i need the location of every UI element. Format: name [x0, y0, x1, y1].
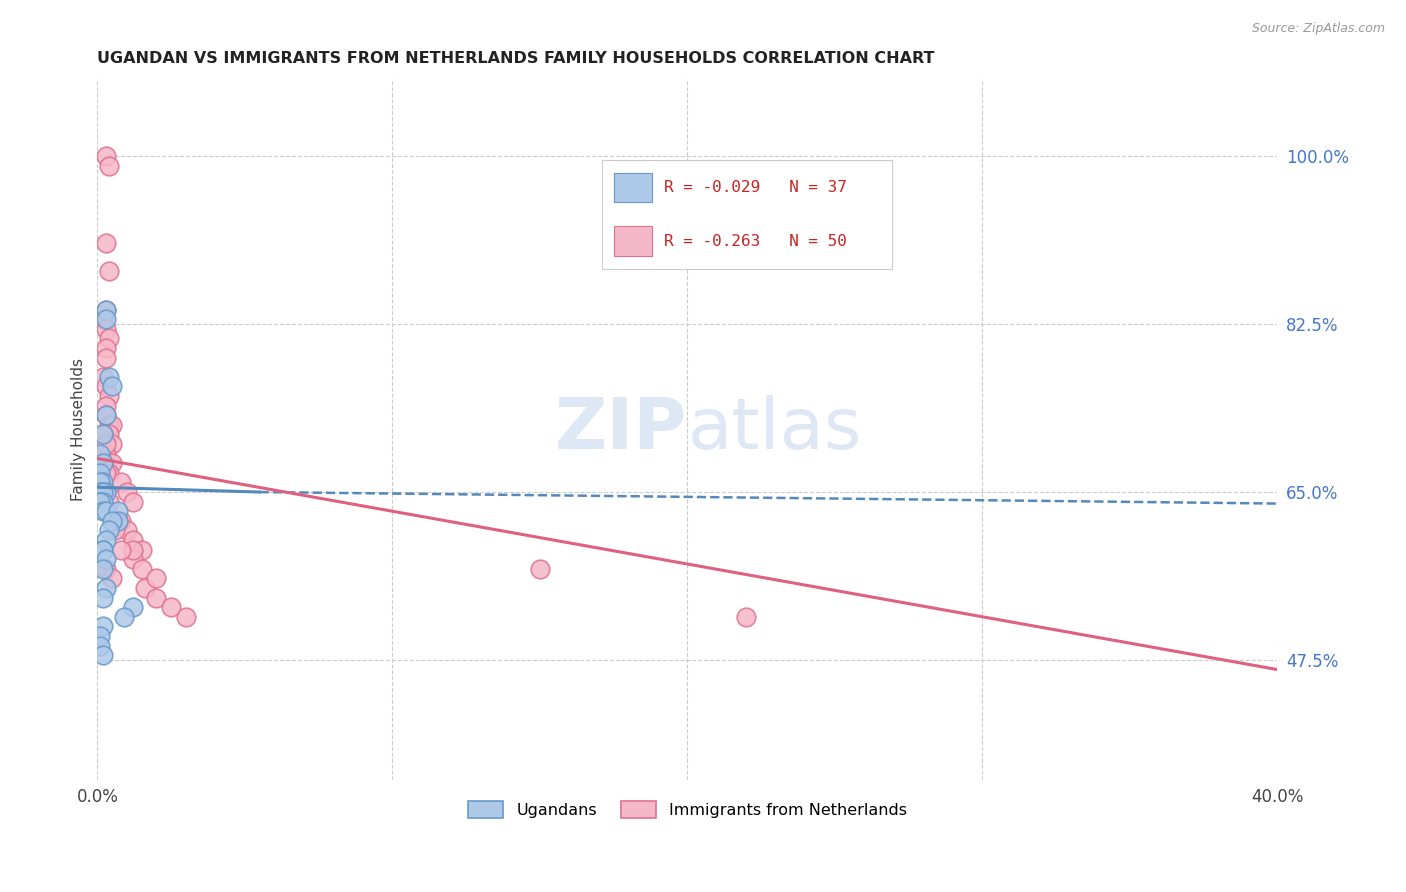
- Point: [96, 351, 118, 365]
- Point: [96, 341, 118, 355]
- Point: [89, 629, 111, 643]
- Point: [98, 466, 121, 480]
- Point: [96, 409, 118, 423]
- Point: [96, 504, 118, 518]
- Legend: Ugandans, Immigrants from Netherlands: Ugandans, Immigrants from Netherlands: [461, 794, 912, 824]
- Point: [96, 447, 118, 461]
- Point: [98, 331, 121, 345]
- Point: [96, 466, 118, 480]
- Point: [96, 562, 118, 576]
- Point: [91, 485, 114, 500]
- Point: [121, 533, 143, 547]
- Point: [101, 417, 124, 432]
- Point: [107, 514, 129, 528]
- Point: [96, 581, 118, 595]
- Point: [96, 235, 118, 250]
- FancyBboxPatch shape: [614, 227, 652, 256]
- Point: [91, 542, 114, 557]
- FancyBboxPatch shape: [602, 160, 891, 268]
- Point: [107, 504, 129, 518]
- Point: [89, 485, 111, 500]
- Point: [145, 571, 167, 585]
- Point: [134, 581, 156, 595]
- Point: [160, 600, 183, 615]
- Point: [115, 485, 138, 500]
- Text: R = -0.263   N = 50: R = -0.263 N = 50: [664, 234, 846, 249]
- Text: R = -0.029   N = 37: R = -0.029 N = 37: [664, 180, 846, 194]
- Point: [96, 379, 118, 393]
- Point: [91, 648, 114, 663]
- Point: [96, 533, 118, 547]
- Point: [91, 312, 114, 326]
- Point: [91, 504, 114, 518]
- Point: [121, 494, 143, 508]
- Point: [131, 542, 153, 557]
- Point: [96, 322, 118, 336]
- Point: [91, 591, 114, 605]
- Y-axis label: Family Households: Family Households: [72, 359, 86, 501]
- Point: [91, 427, 114, 442]
- Point: [91, 456, 114, 470]
- Point: [89, 494, 111, 508]
- Point: [98, 417, 121, 432]
- Point: [91, 619, 114, 633]
- Point: [89, 447, 111, 461]
- Point: [131, 562, 153, 576]
- Point: [98, 494, 121, 508]
- Point: [110, 475, 132, 490]
- Point: [96, 437, 118, 451]
- Point: [98, 369, 121, 384]
- Point: [91, 562, 114, 576]
- Point: [96, 149, 118, 163]
- Point: [110, 542, 132, 557]
- Point: [96, 302, 118, 317]
- Point: [98, 524, 121, 538]
- Point: [96, 302, 118, 317]
- Point: [89, 475, 111, 490]
- Point: [101, 379, 124, 393]
- Point: [91, 475, 114, 490]
- Point: [101, 514, 124, 528]
- Point: [121, 600, 143, 615]
- Point: [112, 609, 135, 624]
- Point: [115, 524, 138, 538]
- Point: [98, 389, 121, 403]
- FancyBboxPatch shape: [614, 172, 652, 202]
- Point: [101, 571, 124, 585]
- Text: UGANDAN VS IMMIGRANTS FROM NETHERLANDS FAMILY HOUSEHOLDS CORRELATION CHART: UGANDAN VS IMMIGRANTS FROM NETHERLANDS F…: [97, 51, 935, 66]
- Point: [96, 485, 118, 500]
- Point: [91, 369, 114, 384]
- Text: Source: ZipAtlas.com: Source: ZipAtlas.com: [1251, 22, 1385, 36]
- Point: [96, 409, 118, 423]
- Point: [96, 552, 118, 566]
- Point: [121, 542, 143, 557]
- Point: [91, 542, 114, 557]
- Point: [174, 609, 197, 624]
- Point: [89, 466, 111, 480]
- Point: [104, 524, 127, 538]
- Point: [101, 456, 124, 470]
- Point: [89, 639, 111, 653]
- Point: [91, 494, 114, 508]
- Point: [96, 399, 118, 413]
- Point: [145, 591, 167, 605]
- Point: [96, 312, 118, 326]
- Point: [110, 514, 132, 528]
- Point: [91, 456, 114, 470]
- Point: [89, 494, 111, 508]
- Point: [529, 562, 551, 576]
- Point: [91, 485, 114, 500]
- Text: ZIP: ZIP: [555, 395, 688, 464]
- Text: atlas: atlas: [688, 395, 862, 464]
- Point: [98, 264, 121, 278]
- Point: [121, 552, 143, 566]
- Point: [96, 485, 118, 500]
- Point: [98, 427, 121, 442]
- Point: [735, 609, 758, 624]
- Point: [107, 514, 129, 528]
- Point: [101, 437, 124, 451]
- Point: [98, 159, 121, 173]
- Point: [91, 427, 114, 442]
